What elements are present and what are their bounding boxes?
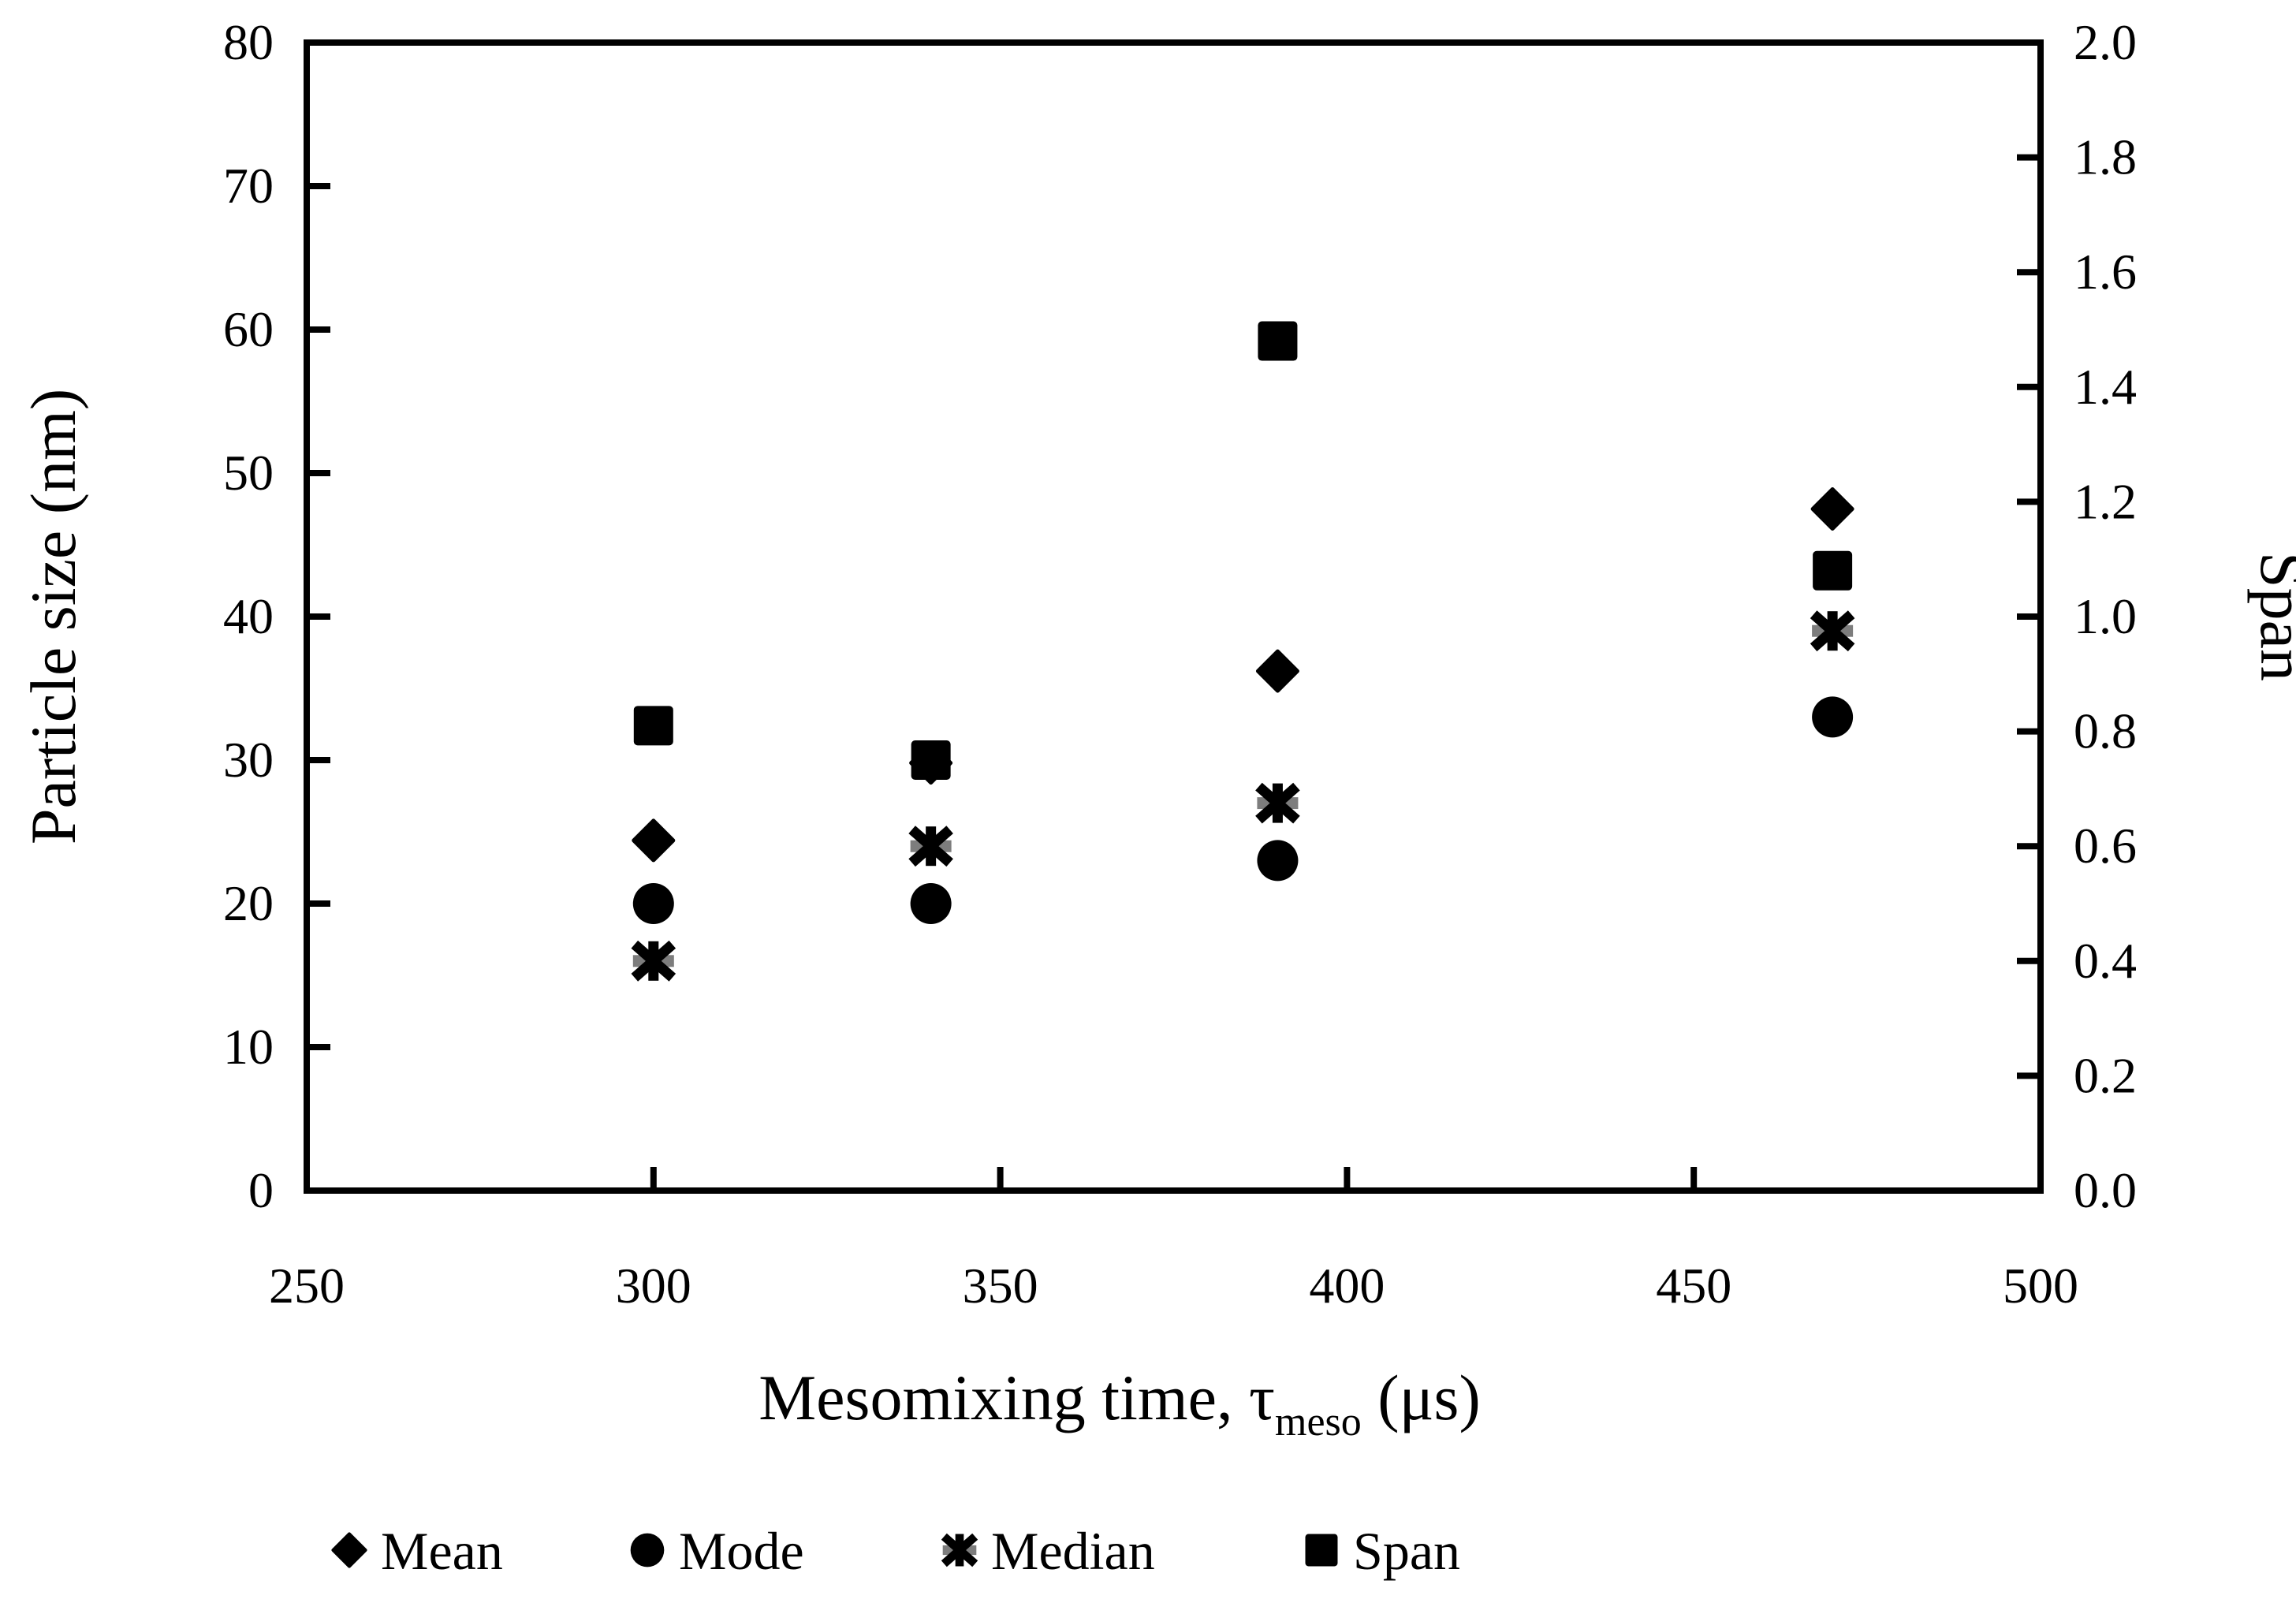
asterisk-diagonal	[908, 826, 953, 867]
point-median-470	[1810, 610, 1855, 652]
legend-label-span: Span	[1353, 1521, 1460, 1581]
y-left-tick-label: 50	[223, 445, 274, 501]
data-markers	[631, 321, 1855, 982]
y-right-tick-label: 0.0	[2074, 1162, 2137, 1218]
x-tick-label: 300	[616, 1258, 691, 1314]
point-span-300	[633, 706, 673, 746]
x-axis-title-unit: (μs)	[1362, 1362, 1481, 1433]
x-axis-title-subscript: meso	[1275, 1400, 1362, 1444]
asterisk-diagonal	[631, 940, 676, 982]
point-median-340	[908, 826, 953, 867]
legend-marker-circle	[630, 1533, 665, 1567]
x-tick-label: 400	[1309, 1258, 1385, 1314]
point-mode-300	[632, 883, 674, 924]
legend: Mean Mode Median Span	[331, 1521, 1460, 1581]
axis-ticks	[307, 154, 2041, 1191]
legend-label-median: Median	[991, 1521, 1155, 1581]
axis-tick-labels: 0 10 20 30 40 50 60 70 80 0.0 0.2 0.4 0.6 0.8 1.0 1.2 1.…	[223, 14, 2137, 1314]
y-left-tick-label: 40	[223, 588, 274, 644]
series-mode	[632, 696, 1854, 924]
y-right-tick-label: 1.4	[2074, 359, 2137, 415]
legend-marker-asterisk	[941, 1533, 978, 1567]
plot-border	[304, 39, 2044, 1194]
point-median-390	[1255, 782, 1300, 824]
y-right-tick-label: 0.2	[2074, 1047, 2137, 1103]
point-span-470	[1813, 550, 1853, 591]
point-mean-470	[1810, 487, 1854, 531]
x-axis-title: Mesomixing time, τmeso (μs)	[758, 1362, 1481, 1444]
asterisk-diagonal	[941, 1533, 978, 1567]
y-axis-title-right: Span	[2247, 552, 2296, 681]
y-right-tick-label: 0.6	[2074, 818, 2137, 874]
legend-item-mean: Mean	[331, 1521, 503, 1581]
legend-marker-square	[1305, 1534, 1338, 1567]
y-left-tick-label: 10	[223, 1019, 274, 1075]
legend-item-median: Median	[941, 1521, 1155, 1581]
point-mode-390	[1257, 840, 1299, 882]
y-right-tick-label: 0.8	[2074, 703, 2137, 759]
legend-item-span: Span	[1305, 1521, 1460, 1581]
y-right-tick-label: 1.0	[2074, 588, 2137, 644]
legend-marker-diamond	[331, 1532, 367, 1568]
asterisk-diagonal	[1810, 610, 1855, 652]
point-median-300	[631, 940, 676, 982]
x-tick-label: 450	[1656, 1258, 1731, 1314]
legend-label-mode: Mode	[679, 1521, 804, 1581]
y-left-tick-label: 0	[248, 1162, 274, 1218]
asterisk-diagonal	[1255, 782, 1300, 824]
y-left-tick-label: 70	[223, 158, 274, 214]
plot-frame	[304, 39, 2044, 1194]
y-right-tick-label: 1.8	[2074, 129, 2137, 185]
y-left-tick-label: 30	[223, 732, 274, 788]
series-span	[633, 321, 1853, 780]
x-tick-label: 500	[2003, 1258, 2078, 1314]
legend-label-mean: Mean	[381, 1521, 503, 1581]
point-mode-470	[1812, 696, 1854, 738]
y-right-tick-label: 1.6	[2074, 244, 2137, 300]
point-mean-390	[1255, 649, 1299, 693]
point-span-390	[1258, 321, 1298, 361]
y-left-tick-label: 80	[223, 14, 274, 70]
x-tick-label: 350	[963, 1258, 1038, 1314]
series-median	[631, 610, 1855, 982]
point-mode-340	[910, 883, 952, 924]
point-mean-300	[632, 818, 676, 863]
y-right-tick-label: 2.0	[2074, 14, 2137, 70]
x-tick-label: 250	[269, 1258, 345, 1314]
y-right-tick-label: 0.4	[2074, 933, 2137, 989]
legend-item-mode: Mode	[630, 1521, 804, 1581]
x-axis-title-main: Mesomixing time, τ	[758, 1362, 1275, 1433]
series-mean	[632, 487, 1854, 863]
y-left-tick-label: 20	[223, 875, 274, 931]
y-left-tick-label: 60	[223, 301, 274, 357]
point-span-340	[911, 740, 951, 780]
y-right-tick-label: 1.2	[2074, 473, 2137, 529]
y-axis-title-left: Particle size (nm)	[17, 389, 89, 844]
